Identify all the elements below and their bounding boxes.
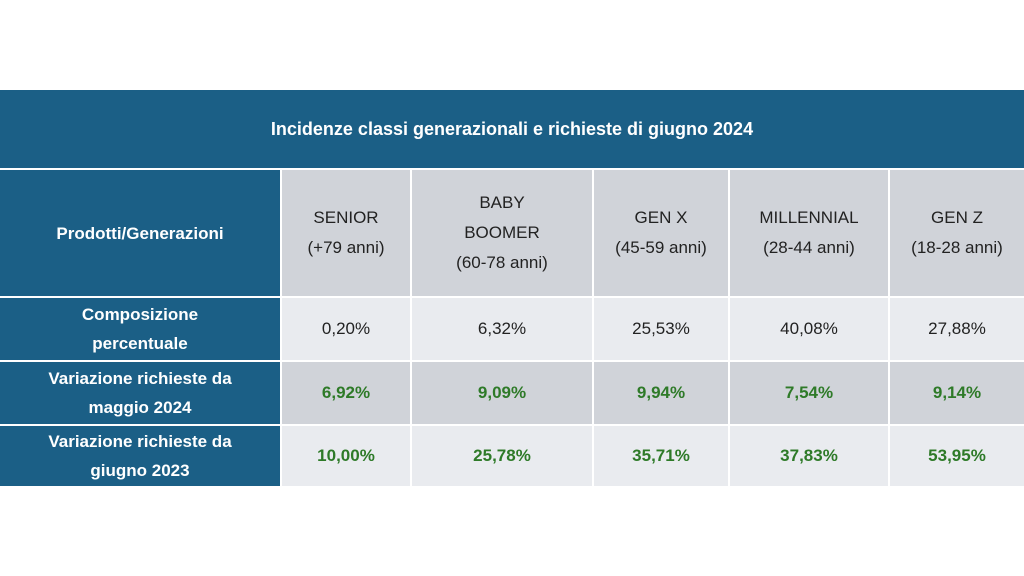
header-line: GEN Z [931, 208, 983, 227]
table-row-variazione-giugno: Variazione richieste da giugno 2023 10,0… [0, 426, 1024, 486]
value-cell: 6,92% [282, 362, 412, 424]
data-table: Incidenze classi generazionali e richies… [0, 90, 1024, 486]
row-label-line: percentuale [92, 334, 188, 353]
value-cell: 35,71% [594, 426, 730, 486]
row-label-line: giugno 2023 [90, 461, 190, 480]
table-title: Incidenze classi generazionali e richies… [0, 90, 1024, 170]
value-cell: 9,94% [594, 362, 730, 424]
header-millennial: MILLENNIAL (28-44 anni) [730, 170, 890, 296]
header-line: (18-28 anni) [911, 238, 1003, 257]
header-first-col: Prodotti/Generazioni [0, 170, 282, 296]
value-cell: 25,53% [594, 298, 730, 360]
value-cell: 40,08% [730, 298, 890, 360]
header-gen-x: GEN X (45-59 anni) [594, 170, 730, 296]
header-line: (60-78 anni) [456, 253, 548, 272]
row-label-line: Composizione [81, 305, 199, 324]
header-gen-z: GEN Z (18-28 anni) [890, 170, 1024, 296]
row-label-line: maggio 2024 [88, 398, 192, 417]
value-cell: 9,09% [412, 362, 594, 424]
value-cell: 53,95% [890, 426, 1024, 486]
row-label-line: Variazione richieste da [48, 432, 232, 451]
header-line: MILLENNIAL [759, 208, 859, 227]
header-row: Prodotti/Generazioni SENIOR (+79 anni) B… [0, 170, 1024, 298]
header-line: GEN X [634, 208, 688, 227]
value-cell: 27,88% [890, 298, 1024, 360]
table-row-variazione-maggio: Variazione richieste da maggio 2024 6,92… [0, 362, 1024, 426]
header-line: BABY [479, 193, 525, 212]
header-line: (45-59 anni) [615, 238, 707, 257]
row-label: Composizione percentuale [0, 298, 282, 360]
row-label: Variazione richieste da giugno 2023 [0, 426, 282, 486]
row-label: Variazione richieste da maggio 2024 [0, 362, 282, 424]
header-line: (28-44 anni) [763, 238, 855, 257]
header-line: SENIOR [313, 208, 379, 227]
value-cell: 7,54% [730, 362, 890, 424]
header-line: (+79 anni) [307, 238, 385, 257]
header-baby-boomer: BABY BOOMER (60-78 anni) [412, 170, 594, 296]
value-cell: 6,32% [412, 298, 594, 360]
value-cell: 0,20% [282, 298, 412, 360]
header-line: BOOMER [464, 223, 540, 242]
value-cell: 10,00% [282, 426, 412, 486]
table-row-composizione: Composizione percentuale 0,20% 6,32% 25,… [0, 298, 1024, 362]
row-label-line: Variazione richieste da [48, 369, 232, 388]
value-cell: 25,78% [412, 426, 594, 486]
value-cell: 9,14% [890, 362, 1024, 424]
header-senior: SENIOR (+79 anni) [282, 170, 412, 296]
value-cell: 37,83% [730, 426, 890, 486]
